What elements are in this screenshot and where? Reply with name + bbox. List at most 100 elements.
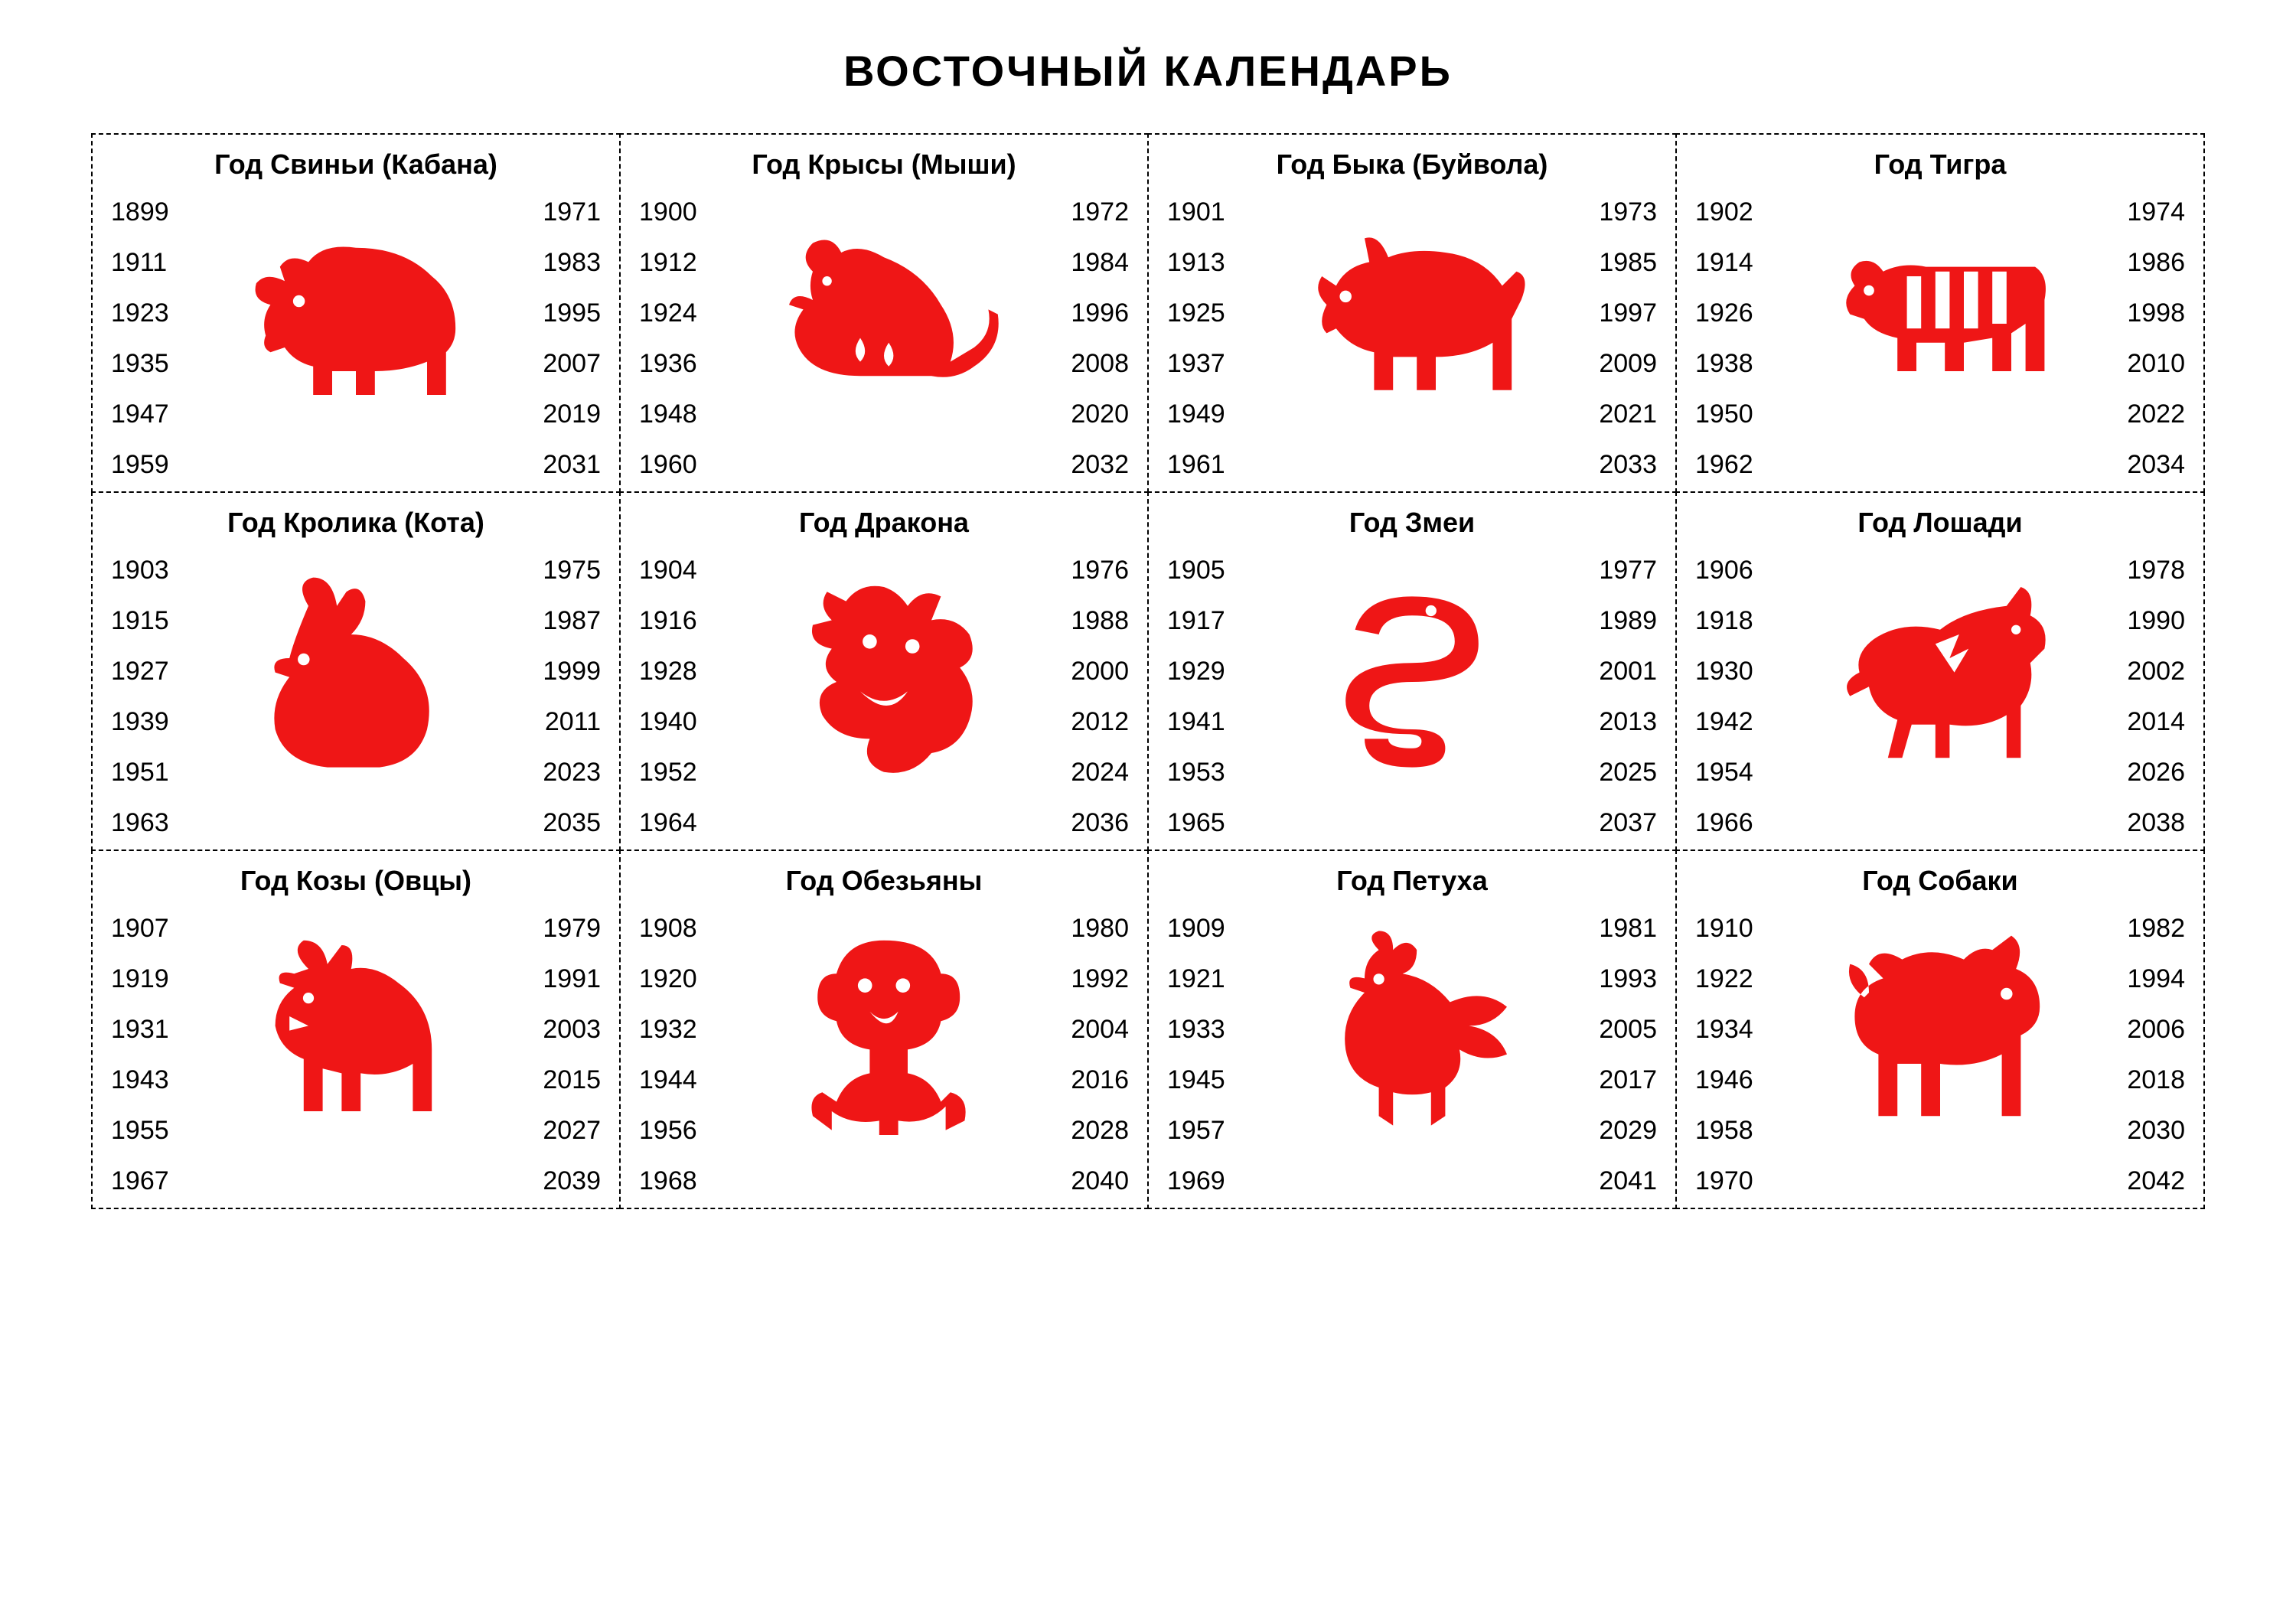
year: 1942 xyxy=(1695,704,1753,739)
year: 1979 xyxy=(543,911,601,946)
year: 1969 xyxy=(1167,1163,1225,1198)
zodiac-cell-dog: Год Собаки 191019221934194619581970 1982 19… xyxy=(1675,850,2205,1209)
year: 1977 xyxy=(1599,553,1657,588)
zodiac-title: Год Обезьяны xyxy=(639,865,1129,897)
rooster-icon xyxy=(1293,921,1531,1159)
year: 1918 xyxy=(1695,603,1753,638)
year: 1925 xyxy=(1167,295,1225,331)
zodiac-title: Год Быка (Буйвола) xyxy=(1167,148,1657,181)
year: 1967 xyxy=(111,1163,169,1198)
year: 2016 xyxy=(1071,1062,1129,1097)
tiger-icon xyxy=(1821,205,2059,442)
year: 2028 xyxy=(1071,1113,1129,1148)
year: 1950 xyxy=(1695,396,1753,432)
zodiac-title: Год Тигра xyxy=(1695,148,2185,181)
horse-icon xyxy=(1821,563,2059,801)
year: 2001 xyxy=(1599,654,1657,689)
year: 1972 xyxy=(1071,194,1129,230)
year: 1983 xyxy=(543,245,601,280)
year: 1988 xyxy=(1071,603,1129,638)
year: 1943 xyxy=(111,1062,169,1097)
year: 2008 xyxy=(1071,346,1129,381)
year: 1944 xyxy=(639,1062,697,1097)
dragon-icon xyxy=(765,563,1003,801)
year: 1938 xyxy=(1695,346,1753,381)
year: 2029 xyxy=(1599,1113,1657,1148)
year: 2039 xyxy=(543,1163,601,1198)
year: 1953 xyxy=(1167,755,1225,790)
zodiac-title: Год Дракона xyxy=(639,507,1129,539)
year: 1931 xyxy=(111,1012,169,1047)
year: 1928 xyxy=(639,654,697,689)
years-left: 190119131925193719491961 xyxy=(1167,194,1225,482)
year: 1945 xyxy=(1167,1062,1225,1097)
year: 2026 xyxy=(2127,755,2185,790)
year: 2000 xyxy=(1071,654,1129,689)
year: 1998 xyxy=(2127,295,2185,331)
zodiac-body: 1903191519271939195119631975198719992011… xyxy=(111,553,601,840)
zodiac-title: Год Петуха xyxy=(1167,865,1657,897)
year: 1973 xyxy=(1599,194,1657,230)
zodiac-body: 1900191219241936194819601972198419962008… xyxy=(639,194,1129,482)
year: 1951 xyxy=(111,755,169,790)
year: 1906 xyxy=(1695,553,1753,588)
year: 1901 xyxy=(1167,194,1225,230)
year: 2030 xyxy=(2127,1113,2185,1148)
year: 2007 xyxy=(543,346,601,381)
year: 2005 xyxy=(1599,1012,1657,1047)
year: 1909 xyxy=(1167,911,1225,946)
year: 1991 xyxy=(543,961,601,996)
year: 1948 xyxy=(639,396,697,432)
years-right: 197419861998201020222034 xyxy=(2127,194,2185,482)
year: 1982 xyxy=(2127,911,2185,946)
zodiac-cell-rat: Год Крысы (Мыши)190019121924193619481960… xyxy=(619,133,1149,493)
year: 2027 xyxy=(543,1113,601,1148)
years-right: 197219841996200820202032 xyxy=(1071,194,1129,482)
year: 2023 xyxy=(543,755,601,790)
year: 1956 xyxy=(639,1113,697,1148)
year: 1974 xyxy=(2127,194,2185,230)
years-right: 197619882000201220242036 xyxy=(1071,553,1129,840)
zodiac-body: 1910192219341946195819701982199420062018… xyxy=(1695,911,2185,1198)
zodiac-body: 1907191919311943195519671979199120032015… xyxy=(111,911,601,1198)
years-right: 197519871999201120232035 xyxy=(543,553,601,840)
year: 1941 xyxy=(1167,704,1225,739)
zodiac-cell-monkey: Год Обезьяны1908192019321944195619681980… xyxy=(619,850,1149,1209)
year: 1915 xyxy=(111,603,169,638)
year: 1911 xyxy=(111,245,169,280)
rabbit-icon xyxy=(237,563,475,801)
year: 1985 xyxy=(1599,245,1657,280)
zodiac-title: Год Собаки xyxy=(1695,865,2185,897)
years-right: 197719892001201320252037 xyxy=(1599,553,1657,840)
zodiac-cell-snake: Год Змеи19051917192919411953196519771989… xyxy=(1147,491,1677,851)
years-right: 198019922004201620282040 xyxy=(1071,911,1129,1198)
year: 1965 xyxy=(1167,805,1225,840)
year: 1937 xyxy=(1167,346,1225,381)
years-left: 191019221934194619581970 xyxy=(1695,911,1753,1198)
zodiac-title: Год Козы (Овцы) xyxy=(111,865,601,897)
year: 1930 xyxy=(1695,654,1753,689)
years-left: 190519171929194119531965 xyxy=(1167,553,1225,840)
year: 2034 xyxy=(2127,447,2185,482)
year: 2041 xyxy=(1599,1163,1657,1198)
page-title: ВОСТОЧНЫЙ КАЛЕНДАРЬ xyxy=(92,46,2204,96)
year: 1907 xyxy=(111,911,169,946)
years-left: 190019121924193619481960 xyxy=(639,194,697,482)
years-left: 190919211933194519571969 xyxy=(1167,911,1225,1198)
year: 2042 xyxy=(2127,1163,2185,1198)
year: 1971 xyxy=(543,194,601,230)
year: 1908 xyxy=(639,911,697,946)
year: 1960 xyxy=(639,447,697,482)
year: 2036 xyxy=(1071,805,1129,840)
year: 1904 xyxy=(639,553,697,588)
year: 1946 xyxy=(1695,1062,1753,1097)
year: 1939 xyxy=(111,704,169,739)
year: 2032 xyxy=(1071,447,1129,482)
zodiac-body: 1906191819301942195419661978199020022014… xyxy=(1695,553,2185,840)
year: 1921 xyxy=(1167,961,1225,996)
years-right: 197919912003201520272039 xyxy=(543,911,601,1198)
snake-icon xyxy=(1293,563,1531,801)
year: 2021 xyxy=(1599,396,1657,432)
year: 1966 xyxy=(1695,805,1753,840)
zodiac-body: 1908192019321944195619681980199220042016… xyxy=(639,911,1129,1198)
